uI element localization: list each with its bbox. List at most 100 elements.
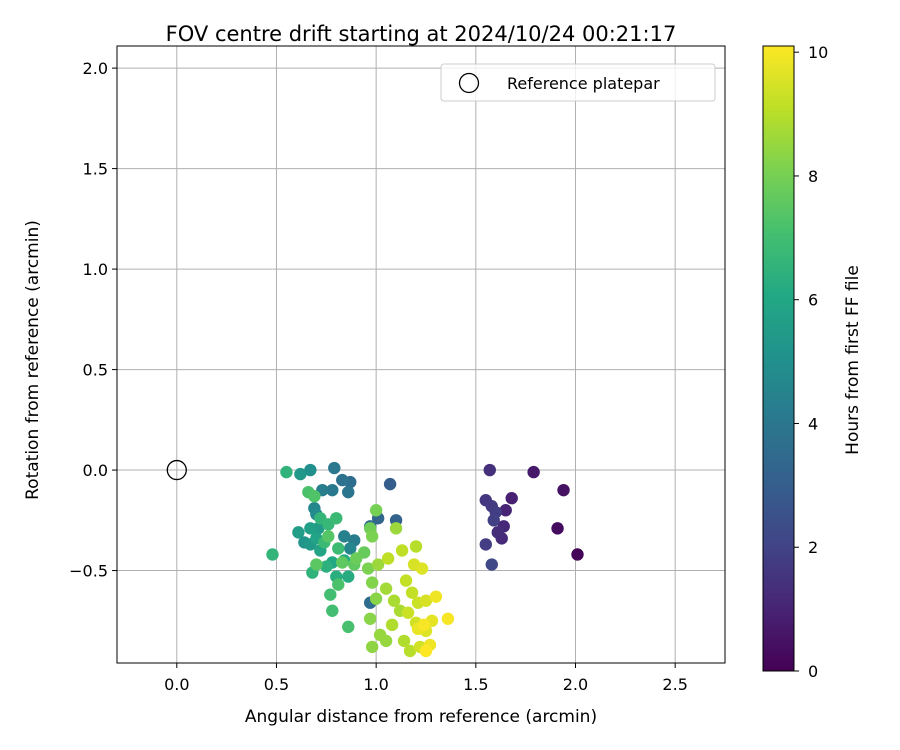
- scatter-point: [304, 463, 317, 477]
- y-tick-label: 1.0: [83, 260, 108, 279]
- scatter-point: [369, 592, 383, 605]
- scatter-point: [292, 526, 305, 539]
- scatter-point: [326, 604, 339, 617]
- scatter-point: [419, 644, 433, 658]
- scatter-point: [479, 538, 492, 551]
- scatter-point: [332, 542, 345, 555]
- scatter-point: [304, 522, 317, 535]
- scatter-point: [385, 618, 399, 632]
- scatter-point: [365, 640, 379, 654]
- y-tick-label: 1.5: [83, 160, 108, 179]
- gridlines: [117, 46, 725, 663]
- x-tick-label: 2.5: [662, 675, 687, 694]
- scatter-point: [294, 467, 307, 481]
- scatter-point: [417, 618, 431, 632]
- colorbar-tick-label: 10: [808, 43, 828, 62]
- x-tick-label: 1.0: [363, 675, 388, 694]
- scatter-point: [280, 465, 293, 479]
- scatter-point: [557, 483, 570, 497]
- scatter-point: [328, 461, 341, 475]
- scatter-point: [551, 522, 564, 535]
- colorbar-tick-label: 8: [808, 167, 818, 186]
- scatter-point: [389, 522, 403, 535]
- colorbar-label: Hours from first FF file: [843, 265, 863, 455]
- scatter-point: [324, 588, 337, 601]
- scatter-point: [491, 526, 504, 539]
- colorbar: 0 2 4 6 8 10 Hours from first FF file: [762, 43, 863, 681]
- data-points: [266, 461, 584, 658]
- x-tick-label: 0.0: [164, 675, 189, 694]
- scatter-point: [342, 570, 355, 583]
- scatter-point: [363, 612, 377, 625]
- scatter-point: [415, 562, 429, 575]
- scatter-point: [487, 514, 500, 527]
- scatter-point: [332, 578, 345, 591]
- scatter-point: [441, 612, 455, 625]
- scatter-point: [336, 473, 349, 487]
- scatter-point: [310, 558, 323, 571]
- y-tick-label: 0.5: [83, 361, 108, 380]
- scatter-point: [483, 463, 496, 477]
- colorbar-gradient: [762, 45, 795, 672]
- scatter-point: [342, 620, 355, 634]
- y-tick-label: −0.5: [69, 562, 108, 581]
- y-axis: −0.5 0.0 0.5 1.0 1.5 2.0: [69, 59, 117, 581]
- chart-title: FOV centre drift starting at 2024/10/24 …: [166, 22, 677, 46]
- scatter-point: [387, 594, 401, 607]
- scatter-point: [320, 560, 333, 573]
- scatter-point: [395, 544, 409, 557]
- colorbar-tick-label: 6: [808, 291, 818, 310]
- scatter-point: [397, 634, 411, 648]
- legend: Reference platepar: [440, 63, 716, 102]
- reference-platepar-point: [166, 459, 187, 481]
- scatter-point: [379, 582, 393, 595]
- scatter-point: [403, 644, 417, 658]
- x-tick-label: 1.5: [463, 675, 488, 694]
- x-tick-label: 2.0: [563, 675, 588, 694]
- scatter-point: [379, 634, 393, 648]
- legend-entry-reference-platepar: Reference platepar: [507, 74, 660, 93]
- plot-frame: [116, 45, 726, 664]
- legend-box: [440, 63, 716, 102]
- colorbar-ticks: 0 2 4 6 8 10: [794, 43, 828, 681]
- scatter-point: [322, 530, 335, 543]
- scatter-point: [399, 574, 413, 587]
- scatter-point: [308, 489, 321, 503]
- scatter-point: [381, 552, 395, 565]
- scatter-point: [365, 530, 379, 543]
- y-axis-label: Rotation from reference (arcmin): [23, 220, 43, 500]
- scatter-point: [383, 477, 397, 491]
- y-tick-label: 2.0: [83, 59, 108, 78]
- colorbar-tick-label: 0: [808, 662, 818, 681]
- scatter-point: [527, 465, 540, 479]
- scatter-point: [499, 504, 512, 517]
- scatter-point: [401, 606, 415, 619]
- colorbar-tick-label: 4: [808, 414, 818, 433]
- scatter-point: [505, 491, 518, 505]
- scatter-point: [571, 548, 584, 561]
- legend-marker-icon: [458, 72, 480, 94]
- scatter-point: [429, 590, 443, 603]
- scatter-point: [419, 594, 433, 607]
- scatter-point: [344, 542, 357, 555]
- scatter-point: [336, 556, 349, 569]
- scatter-point: [350, 552, 363, 565]
- x-axis: 0.0 0.5 1.0 1.5 2.0 2.5: [164, 663, 688, 694]
- x-axis-label: Angular distance from reference (arcmin): [245, 707, 597, 727]
- scatter-point: [369, 504, 383, 517]
- scatter-point: [365, 576, 379, 589]
- scatter-point: [342, 485, 355, 499]
- scatter-point: [266, 548, 279, 561]
- reference-marker: [166, 459, 187, 481]
- scatter-point: [326, 483, 339, 497]
- scatter-point: [371, 558, 385, 571]
- colorbar-tick-label: 2: [808, 538, 818, 557]
- scatter-point: [409, 540, 423, 553]
- x-tick-label: 0.5: [264, 675, 289, 694]
- scatter-point: [405, 586, 419, 599]
- scatter-point: [330, 512, 343, 525]
- scatter-point: [338, 530, 351, 543]
- y-tick-label: 0.0: [83, 461, 108, 480]
- scatter-point: [361, 562, 375, 575]
